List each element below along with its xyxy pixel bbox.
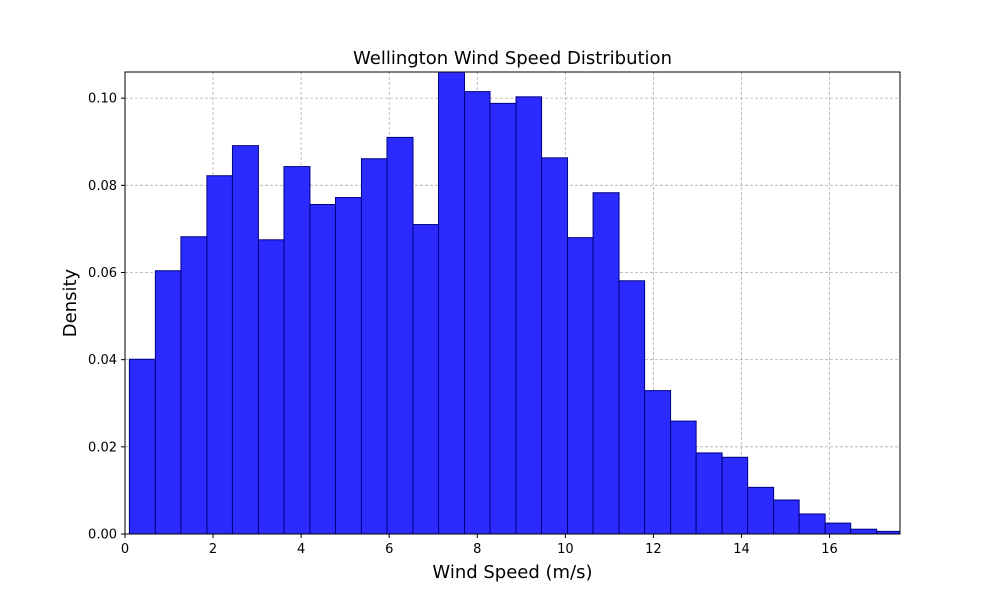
tick-layer: 0 2 4 6 8 10 12 14 16 0.00 0.02 0.04 0.06 0.08 0.10 — [88, 92, 838, 557]
histogram-bar — [438, 72, 466, 534]
plot-frame — [124, 71, 901, 535]
histogram-bar — [231, 145, 259, 534]
y-axis-label: Density — [60, 268, 81, 337]
histogram-bar — [515, 96, 543, 534]
histogram-bar — [644, 390, 672, 534]
x-tick-label: 16 — [821, 542, 838, 557]
x-tick-label: 10 — [557, 542, 574, 557]
histogram-bar — [360, 158, 388, 534]
histogram-bar — [206, 175, 233, 534]
histogram-bar — [257, 239, 285, 534]
x-tick-label: 12 — [645, 542, 662, 557]
histogram-bar — [154, 270, 182, 534]
x-tick-label: 8 — [473, 542, 481, 557]
histogram-bar — [309, 203, 336, 534]
histogram-bar — [567, 237, 594, 534]
histogram-bar — [747, 486, 775, 534]
histogram-bar — [489, 102, 517, 534]
y-tick-label: 0.06 — [88, 266, 117, 281]
histogram-bar — [180, 236, 208, 534]
histogram-bar — [695, 452, 723, 534]
histogram-bar — [618, 280, 646, 534]
y-tick-label: 0.04 — [88, 353, 117, 368]
histogram-bar — [592, 192, 620, 534]
histogram-bar — [721, 456, 749, 534]
histogram-bar — [464, 91, 491, 534]
histogram-bar — [128, 358, 156, 534]
histogram-bar — [412, 224, 440, 534]
x-axis-label: Wind Speed (m/s) — [432, 562, 592, 583]
histogram-bar — [386, 136, 414, 534]
histogram-bar — [773, 499, 800, 534]
y-tick-label: 0.08 — [88, 179, 117, 194]
histogram-bar — [283, 166, 311, 534]
histogram-bar — [824, 522, 852, 534]
x-tick-label: 6 — [385, 542, 393, 557]
x-tick-label: 14 — [733, 542, 750, 557]
x-tick-label: 0 — [121, 542, 129, 557]
y-tick-label: 0.00 — [88, 528, 117, 543]
histogram-bar — [334, 197, 362, 534]
histogram-bar — [670, 420, 697, 534]
histogram-bar — [798, 513, 826, 534]
bar-layer — [128, 72, 900, 534]
chart-title: Wellington Wind Speed Distribution — [353, 48, 672, 69]
y-tick-label: 0.10 — [88, 92, 117, 107]
histogram-bar — [850, 528, 878, 534]
x-tick-label: 2 — [209, 542, 217, 557]
x-tick-label: 4 — [297, 542, 305, 557]
y-tick-label: 0.02 — [88, 440, 117, 455]
histogram-bar — [541, 157, 569, 534]
